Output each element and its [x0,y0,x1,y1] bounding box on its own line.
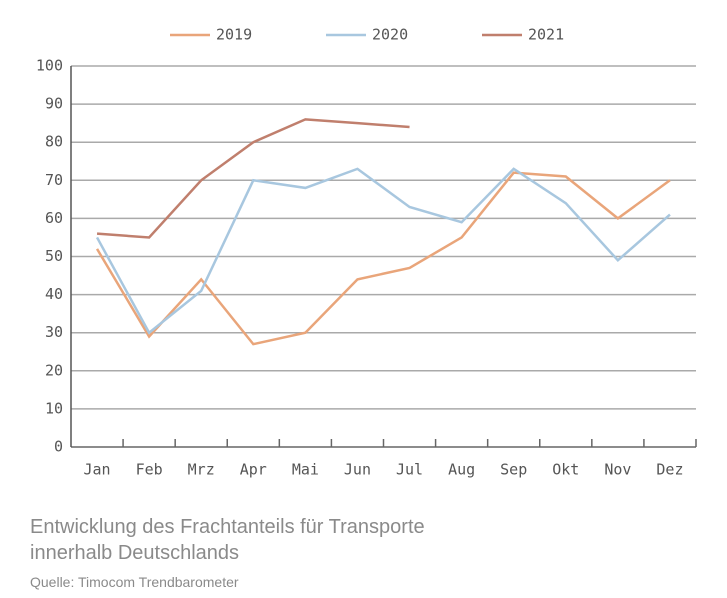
x-tick-label: Jun [344,461,371,479]
legend-label: 2020 [372,26,408,44]
x-tick-label: Jan [83,461,110,479]
y-tick-label: 90 [45,95,63,113]
caption: Entwicklung des Frachtanteils für Transp… [30,514,425,566]
y-tick-label: 50 [45,247,63,265]
y-tick-label: 30 [45,323,63,341]
x-tick-label: Aug [448,461,475,479]
x-tick-label: Dez [656,461,683,479]
y-tick-label: 70 [45,171,63,189]
y-tick-label: 60 [45,209,63,227]
x-tick-label: Mrz [188,461,215,479]
x-tick-label: Nov [604,461,631,479]
x-tick-label: Sep [500,461,527,479]
series-line [95,167,671,335]
series-line [95,171,671,346]
y-tick-label: 100 [36,57,63,75]
caption-line: innerhalb Deutschlands [30,542,240,564]
legend-label: 2019 [216,26,252,44]
y-tick-label: 0 [54,438,63,456]
x-tick-label: Mai [292,461,319,479]
source: Quelle: Timocom Trendbarometer [30,574,239,590]
y-tick-label: 80 [45,133,63,151]
x-tick-label: Jul [396,461,423,479]
chart: 0 10 20 30 40 50 60 70 80 90 100 Jan Feb Mrz Apr Mai Jun… [36,26,697,479]
x-tick-label: Okt [552,461,579,479]
y-tick-label: 20 [45,361,63,379]
series-line [96,118,410,239]
legend-label: 2021 [528,26,564,44]
x-tick-label: Apr [240,461,267,479]
y-tick-label: 40 [45,285,63,303]
caption-line: Entwicklung des Frachtanteils für Transp… [30,516,425,538]
x-tick-label: Feb [136,461,163,479]
y-tick-label: 10 [45,399,63,417]
